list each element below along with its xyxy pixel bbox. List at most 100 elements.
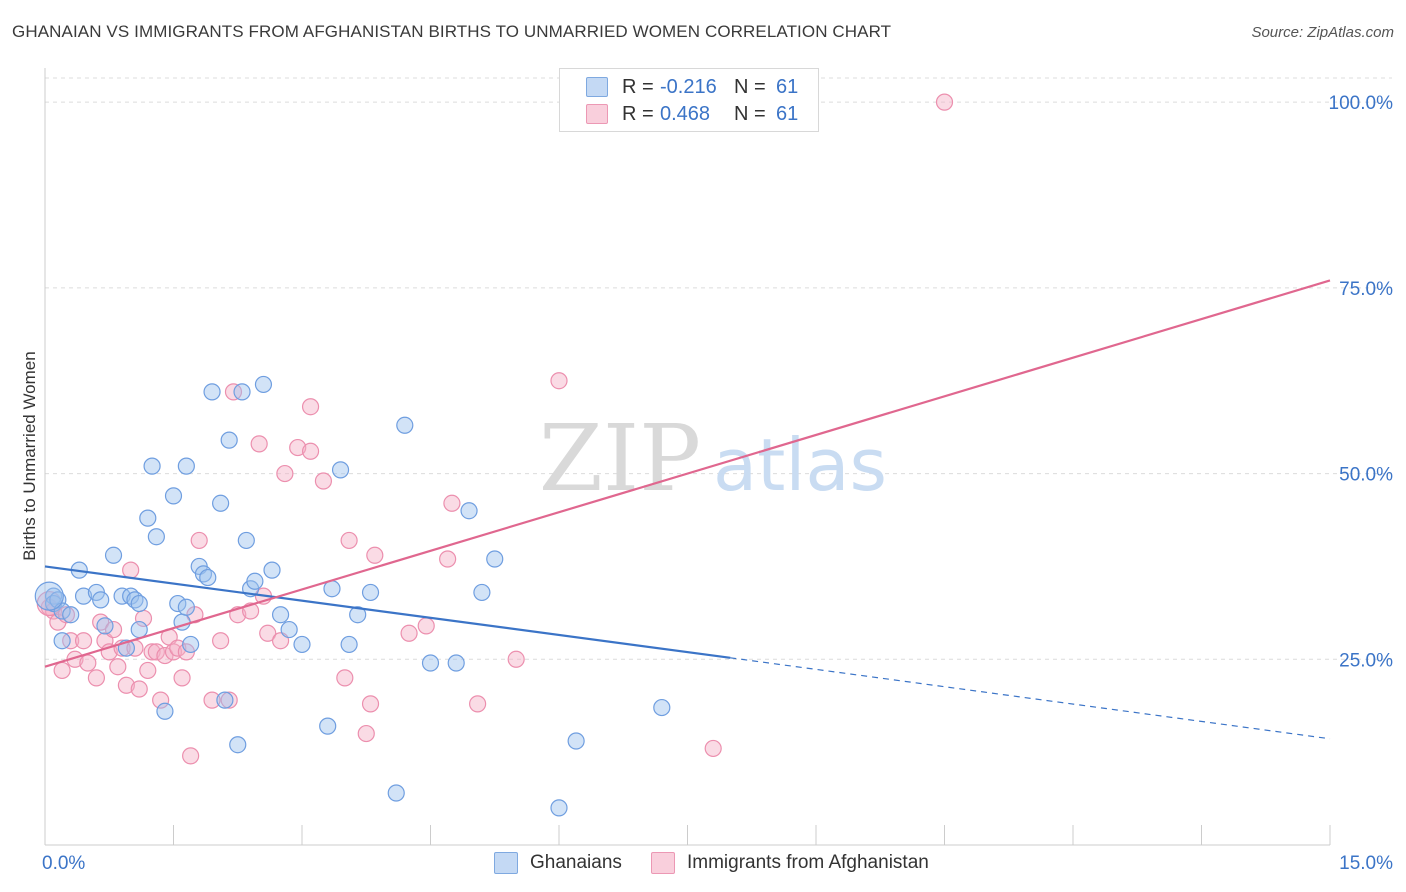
ghanaian-point [139,509,157,527]
tick-labels: 25.0% 50.0% 75.0% 100.0% 0.0% 15.0% [42,93,1393,874]
afghanistan-point [173,669,191,687]
afghanistan-point [156,646,174,665]
source-label: Source: ZipAtlas.com [1251,24,1394,41]
legend-r-label: R = [622,102,654,125]
afghanistan-point [417,617,435,635]
legend-row-ghanaians: R = -0.216 N = 61 [586,75,798,99]
ghanaian-point [203,383,221,401]
afghanistan-point [469,695,487,713]
afghanistan-point [550,372,568,390]
ghanaian-point [653,698,671,717]
ghanaian-point [212,494,230,512]
watermark-atlas: atlas [713,423,887,507]
afghanistan-point [276,464,294,483]
afghanistan-point [314,472,333,490]
afghanistan-point [704,739,722,758]
ghanaian-point [271,606,290,624]
ghanaian-point [220,431,238,449]
ghanaian-point [237,531,255,550]
legend-n-label: N = [734,102,766,125]
ghanaian-point [74,587,93,605]
ghanaian-point [361,583,380,602]
gridlines [45,77,1392,660]
ghanaian-point-cluster [34,581,64,611]
y-axis-label: Births to Unmarried Women [20,351,39,561]
x-tick-label: 0.0% [42,853,85,874]
ghanaian-point [293,635,311,654]
ghanaian-point [130,594,148,613]
legend-n-value: 61 [776,75,799,98]
legend-row-afghanistan: R = 0.468 N = 61 [586,102,798,126]
ghanaian-point [229,736,247,754]
ghanaian-point [550,799,568,817]
ghanaian-point [460,502,478,520]
bottom-legend-swatch-blue [494,852,518,874]
afghanistan-point [935,93,954,111]
afghanistan-point [507,650,525,668]
afghanistan-point [301,398,320,416]
afghanistan-point [361,695,380,713]
afghanistan-point [203,691,221,709]
bottom-legend-afghanistan: Immigrants from Afghanistan [651,852,929,874]
ghanaian-point [62,606,80,624]
ghanaian-point [396,416,414,434]
afghanistan-point [130,680,148,698]
ghanaian-point [447,654,465,672]
ghanaian-point [567,732,585,750]
x-tick-label: 15.0% [1339,853,1393,874]
legend-r-value: 0.468 [660,102,711,125]
ghanaian-point [143,457,161,475]
afghanistan-point [289,438,307,457]
afghanistan-point [152,691,170,709]
legend-swatch-pink [586,104,608,124]
ghanaian-point [319,717,337,735]
afghanistan-point [104,620,123,639]
ghanaian-point [182,635,200,654]
ghanaian-point [130,620,148,639]
ghanaian-point [387,784,405,802]
correlation-legend: R = -0.216 N = 61 R = 0.468 N = 61 [559,68,819,132]
afghanistan-point [340,531,358,550]
ghanaian-point [96,617,114,635]
ghanaian-point [263,561,281,579]
watermark: ZIP atlas [539,405,887,512]
legend-swatch-blue [586,77,608,97]
afghanistan-point [109,658,127,676]
afghanistan-point [182,747,200,765]
afghanistan-point [143,643,161,661]
afghanistan-point [443,494,461,512]
bottom-legend-label: Immigrants from Afghanistan [687,852,929,873]
afghanistan-point [190,531,208,550]
afghanistan-point [74,632,93,650]
ghanaian-point [156,702,174,720]
afghanistan-point [79,654,97,672]
ghanaian-point [104,546,123,564]
ghanaian-point [331,461,350,479]
bottom-legend-swatch-pink [651,852,675,874]
afghanistan-point [139,661,157,680]
ghanaians-trend-extension [730,657,1331,740]
afghanistan-point [357,724,375,743]
legend-n-label: N = [734,75,766,98]
afghanistan-point [259,624,277,642]
ghanaian-point [216,691,234,709]
legend-r-value: -0.216 [660,75,717,98]
watermark-zip: ZIP [539,405,701,512]
afghanistan-point [439,550,457,568]
afghanistan-point [400,624,418,642]
legend-r-label: R = [622,75,654,98]
afghanistan-point [366,546,384,564]
ghanaian-point [246,572,264,590]
afghanistan-point [169,639,187,657]
axes [44,68,1331,846]
ghanaian-point [199,568,217,587]
ghanaian-point [147,528,165,546]
ghanaian-point [340,635,358,654]
afghanistan-trend-line [44,279,1331,668]
bottom-legend-ghanaians: Ghanaians [494,852,622,874]
afghanistan-point [53,661,71,680]
afghanistan-point [87,669,106,687]
ghanaian-point [177,457,195,475]
afghanistan-point [117,676,135,694]
afghanistan-point [336,669,354,687]
